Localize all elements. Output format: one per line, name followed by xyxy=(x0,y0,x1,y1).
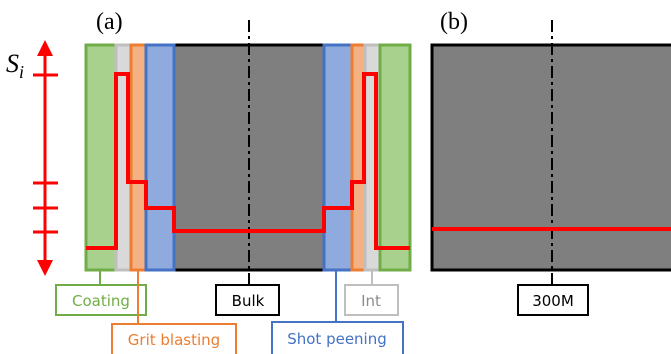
coating-label-box xyxy=(55,284,147,316)
panel-a-label: (a) xyxy=(96,9,123,35)
panel-b-label: (b) xyxy=(440,9,468,35)
shot-peening-layer-right xyxy=(322,43,354,272)
bulk-label-box xyxy=(215,284,280,316)
shot-peening-label: Shot peening xyxy=(287,330,387,348)
bulk-label: Bulk xyxy=(232,292,265,310)
coating-layer-right xyxy=(378,43,412,272)
shot-peening-layer-left xyxy=(144,43,176,272)
y-axis-arrow-top xyxy=(37,40,53,56)
grit-blasting-label: Grit blasting xyxy=(128,331,220,349)
axis-symbol: Si xyxy=(6,49,24,82)
grit-blasting-layer-left xyxy=(129,43,148,272)
label-bulk: Bulk xyxy=(215,284,280,316)
interface-label: Int xyxy=(361,292,381,310)
300m-label-box xyxy=(517,284,589,316)
300m-label: 300M xyxy=(532,292,574,310)
axis-symbol-s: S xyxy=(6,49,19,78)
grit-blasting-label-box xyxy=(111,323,237,354)
label-grit-blasting: Grit blasting xyxy=(111,270,237,354)
y-axis-arrow-bottom xyxy=(37,260,53,276)
coating-label: Coating xyxy=(72,292,130,310)
label-shot-peening: Shot peening xyxy=(271,270,404,354)
panel-a-cross-section xyxy=(84,20,412,290)
y-axis xyxy=(33,40,58,276)
interface-label-box xyxy=(344,284,399,316)
stress-profile-a xyxy=(86,72,410,250)
axis-symbol-subscript: i xyxy=(19,62,24,82)
panel-b-cross-section xyxy=(430,20,671,290)
coating-layer-left xyxy=(84,43,118,272)
label-coating: Coating xyxy=(55,270,147,316)
label-interface: Int xyxy=(344,270,399,316)
shot-peening-label-box xyxy=(271,321,404,354)
label-300m: 300M xyxy=(517,284,589,316)
